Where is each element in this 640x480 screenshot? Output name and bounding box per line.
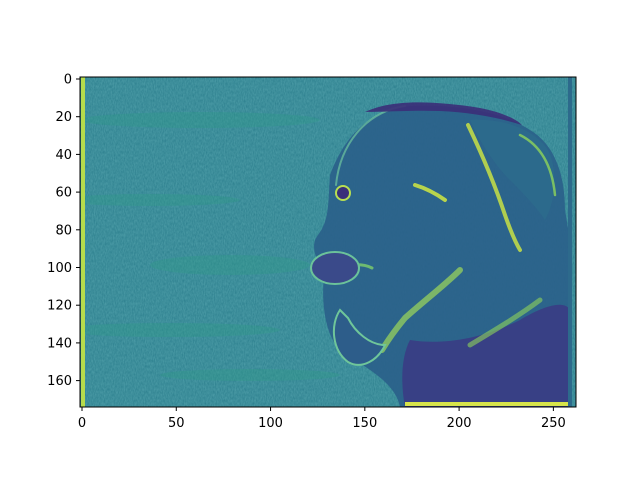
y-tick-label: 100 — [47, 261, 72, 276]
y-tick-label: 60 — [55, 186, 72, 201]
x-tick-label: 50 — [168, 416, 185, 431]
x-tick-label: 200 — [447, 416, 472, 431]
dog-tongue — [332, 308, 387, 366]
y-tick-label: 160 — [47, 374, 72, 389]
y-axis: 0 20 40 60 80 100 120 140 160 — [47, 73, 80, 389]
dog-eye — [335, 185, 351, 201]
right-edge-stripe — [568, 77, 572, 407]
y-tick-label: 20 — [55, 110, 72, 125]
dog-neck-shadow — [402, 304, 570, 407]
dog-nose — [310, 251, 360, 285]
bottom-edge-highlight — [405, 402, 570, 406]
filtered-dog-image — [80, 77, 576, 407]
axes-frame — [79, 76, 577, 408]
left-edge-highlight — [81, 77, 85, 407]
x-tick-label: 100 — [258, 416, 283, 431]
y-tick-label: 0 — [64, 73, 72, 88]
x-tick-label: 0 — [78, 416, 86, 431]
x-axis: 0 50 100 150 200 250 — [78, 407, 566, 431]
y-tick-label: 140 — [47, 336, 72, 351]
x-tick-label: 250 — [541, 416, 566, 431]
x-tick-label: 150 — [352, 416, 377, 431]
background-bands — [80, 112, 340, 381]
y-tick-label: 120 — [47, 299, 72, 314]
y-tick-label: 40 — [55, 148, 72, 163]
y-tick-label: 80 — [55, 223, 72, 238]
dog-head-top-edge — [365, 102, 522, 125]
